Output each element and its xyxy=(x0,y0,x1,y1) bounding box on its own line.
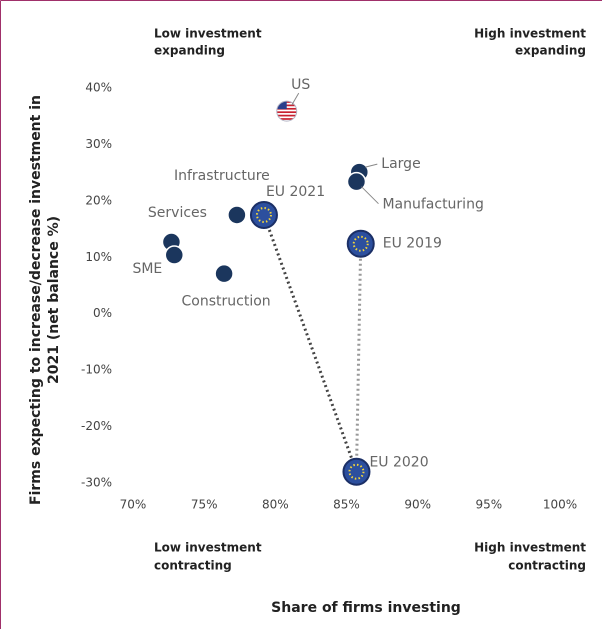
eu-stars xyxy=(352,235,369,252)
y-tick-label: -30% xyxy=(81,476,112,490)
segment-marker xyxy=(164,245,185,265)
eu-marker xyxy=(342,457,371,486)
y-tick-label: 40% xyxy=(85,81,112,95)
quadrant-label: Low investment xyxy=(154,27,262,41)
quadrant-label: High investment xyxy=(474,27,586,41)
point: SME xyxy=(132,245,185,277)
point: Services xyxy=(148,205,207,252)
flag-stripe xyxy=(276,118,297,120)
x-tick-label: 75% xyxy=(191,498,218,512)
quadrant-label: expanding xyxy=(154,44,225,58)
flag xyxy=(276,101,297,122)
trend-line xyxy=(262,214,358,473)
point: EU 2019 xyxy=(346,229,442,258)
flag-canton xyxy=(276,101,287,110)
quadrant-label: expanding xyxy=(515,44,586,58)
quadrant-label: contracting xyxy=(154,559,232,573)
point: Manufacturing xyxy=(346,171,484,213)
x-tick-label: 85% xyxy=(333,498,360,512)
x-tick-label: 95% xyxy=(475,498,502,512)
y-tick-label: -20% xyxy=(81,419,112,433)
point: Construction xyxy=(182,263,271,310)
eu-marker xyxy=(346,229,375,258)
flag-stripe xyxy=(276,114,297,117)
point-label: Services xyxy=(148,205,207,221)
x-tick-label: 80% xyxy=(262,498,289,512)
point-label: EU 2019 xyxy=(383,236,442,252)
point: EU 2021 xyxy=(249,184,325,229)
quadrant-label: contracting xyxy=(508,559,586,573)
point: Infrastructure xyxy=(174,168,270,225)
eu-marker xyxy=(249,200,278,229)
segment-marker xyxy=(214,263,234,284)
point: EU 2020 xyxy=(342,455,429,486)
quadrant-label: Low investment xyxy=(154,541,262,555)
us-marker xyxy=(276,100,298,122)
y-tick-label: 0% xyxy=(93,306,112,320)
y-tick-label: -10% xyxy=(81,363,112,377)
leader-line xyxy=(365,163,378,168)
eu-stars xyxy=(348,463,365,480)
plot: 70% 75% 80% 85% 90% 95% 100% -30% -20% -10% 0% 10% 2… xyxy=(81,77,577,511)
quadrant-label: High investment xyxy=(474,541,586,555)
segment-marker xyxy=(346,171,367,192)
point: US xyxy=(276,77,310,122)
trend-line xyxy=(354,243,363,472)
point-label: Construction xyxy=(182,294,271,310)
leader-line xyxy=(361,186,379,205)
point-label: Infrastructure xyxy=(174,168,270,184)
point-label: Large xyxy=(381,156,420,172)
point-label: US xyxy=(291,77,310,93)
flag-stripe xyxy=(276,111,297,114)
point-label: SME xyxy=(132,261,162,277)
point-label: EU 2020 xyxy=(369,455,428,471)
flag-rim xyxy=(276,100,298,122)
y-tick-label: 20% xyxy=(85,193,112,207)
y-axis-label: 2021 (net balance %) xyxy=(46,216,62,384)
y-axis-label: Firms expecting to increase/decrease inv… xyxy=(28,95,44,505)
y-tick-label: 30% xyxy=(85,137,112,151)
x-axis-label: Share of firms investing xyxy=(271,600,461,616)
eu-stars xyxy=(255,206,272,223)
point-label: EU 2021 xyxy=(266,184,325,200)
segment-marker xyxy=(227,205,247,225)
x-tick-label: 90% xyxy=(404,498,431,512)
x-tick-label: 100% xyxy=(543,498,577,512)
leader-line xyxy=(291,92,300,106)
y-tick-label: 10% xyxy=(85,250,112,264)
x-tick-label: 70% xyxy=(120,498,147,512)
point-label: Manufacturing xyxy=(382,197,483,213)
